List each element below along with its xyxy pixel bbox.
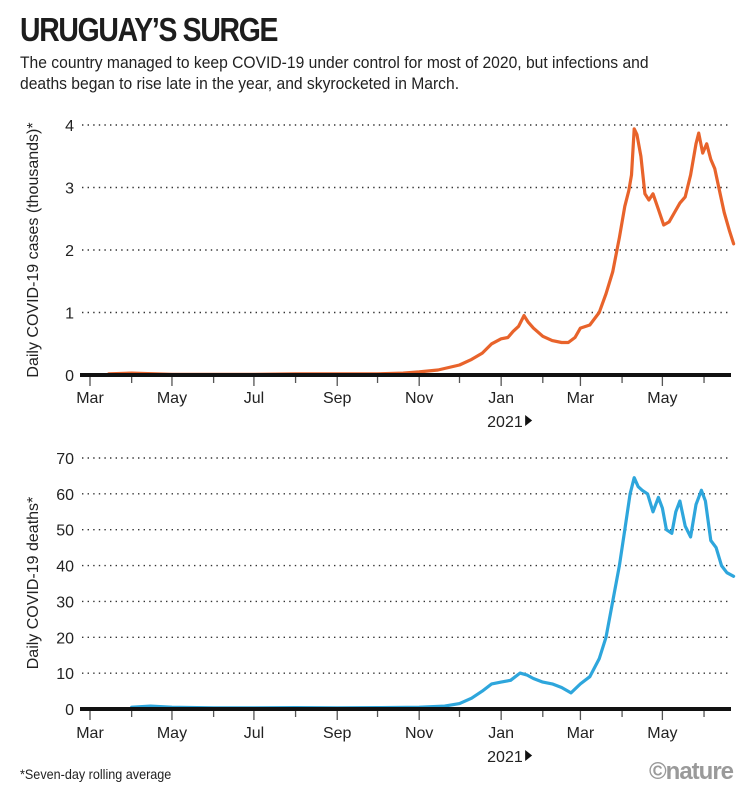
- x-tick-label: May: [157, 725, 187, 742]
- x-tick-label: Mar: [567, 390, 595, 407]
- chart-subtitle: The country managed to keep COVID-19 und…: [20, 53, 649, 93]
- x-tick-label: Sep: [323, 725, 352, 742]
- y-tick-label: 1: [65, 306, 74, 323]
- x-tick-label: Nov: [405, 390, 433, 407]
- year-arrow-icon: [525, 750, 533, 761]
- y-tick-label: 70: [56, 451, 74, 468]
- footnote: *Seven-day rolling average: [20, 766, 172, 782]
- y-tick-label: 30: [56, 594, 74, 611]
- y-tick-label: 60: [56, 487, 74, 504]
- y-tick-label: 0: [65, 702, 74, 719]
- x-tick-label: Jan: [488, 725, 514, 742]
- nature-credit-logo: ©nature: [648, 758, 734, 785]
- y-tick-label: 20: [56, 630, 74, 647]
- x-tick-label: May: [647, 725, 677, 742]
- y-tick-label: 3: [65, 181, 74, 198]
- y-tick-label: 2: [65, 243, 74, 260]
- year-marker-label: 2021: [487, 749, 523, 766]
- y-tick-label: 0: [65, 368, 74, 385]
- y-tick-label: 4: [65, 118, 74, 135]
- x-tick-label: May: [157, 390, 187, 407]
- y-tick-label: 10: [56, 666, 74, 683]
- y-axis-title: Daily COVID-19 cases (thousands)*: [25, 122, 42, 377]
- y-axis-title: Daily COVID-19 deaths*: [25, 497, 42, 670]
- y-tick-label: 50: [56, 523, 74, 540]
- chart-title: URUGUAY’S SURGE: [20, 11, 278, 48]
- series-line-deaths: [130, 476, 736, 710]
- x-tick-label: Mar: [76, 390, 104, 407]
- x-tick-label: Mar: [76, 725, 104, 742]
- year-arrow-icon: [525, 415, 533, 426]
- series-line-cases: [107, 127, 736, 376]
- x-tick-label: May: [647, 390, 677, 407]
- x-tick-label: Jan: [488, 390, 514, 407]
- chart-deaths: 0 10 20 30 40 50 60 70 Daily COVID-19 deaths* Mar…: [25, 451, 736, 766]
- x-tick-label: Jul: [244, 390, 264, 407]
- y-tick-label: 40: [56, 559, 74, 576]
- year-marker-label: 2021: [487, 414, 523, 431]
- chart-cases: 0 1 2 3 4 Daily COVID-19 cases (thousands)* Ma…: [25, 118, 736, 431]
- x-tick-label: Sep: [323, 390, 352, 407]
- x-tick-label: Nov: [405, 725, 433, 742]
- x-tick-label: Mar: [567, 725, 595, 742]
- x-tick-label: Jul: [244, 725, 264, 742]
